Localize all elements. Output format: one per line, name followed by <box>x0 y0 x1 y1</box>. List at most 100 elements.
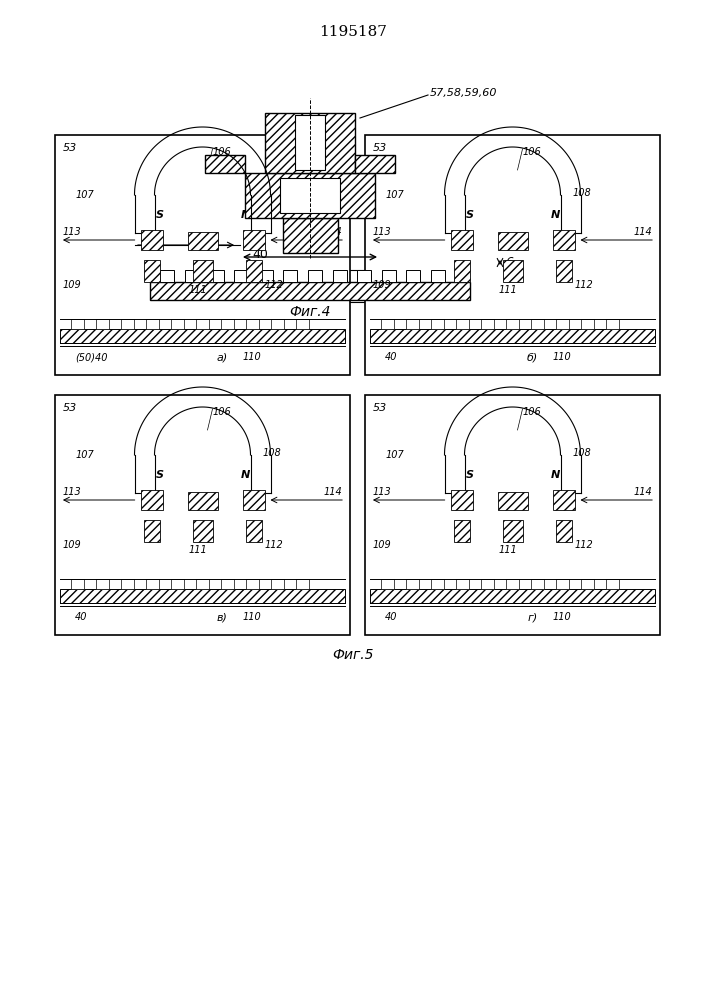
Bar <box>308 270 322 282</box>
Bar <box>221 579 234 589</box>
Bar <box>144 260 160 282</box>
Bar <box>506 319 519 329</box>
Text: 106: 106 <box>522 147 542 157</box>
Bar <box>243 230 264 250</box>
Text: 111: 111 <box>188 285 207 295</box>
Text: 109: 109 <box>373 280 392 290</box>
Bar <box>234 270 248 282</box>
Text: 111: 111 <box>498 285 517 295</box>
Bar <box>332 270 346 282</box>
Text: 6: 6 <box>505 255 513 268</box>
Text: 111: 111 <box>188 545 207 555</box>
Bar <box>187 232 218 250</box>
Text: 108: 108 <box>262 188 281 198</box>
Text: 110: 110 <box>243 352 262 362</box>
Bar <box>150 282 470 300</box>
Text: 112: 112 <box>575 540 593 550</box>
Text: 40: 40 <box>385 352 397 362</box>
Bar <box>431 270 445 282</box>
Bar <box>295 115 325 170</box>
Bar <box>146 579 159 589</box>
Bar <box>259 270 273 282</box>
Bar <box>370 589 655 603</box>
Bar <box>481 579 494 589</box>
Bar <box>453 520 469 542</box>
Bar <box>71 319 84 329</box>
Bar <box>531 319 544 329</box>
Bar <box>185 270 199 282</box>
Bar <box>556 520 571 542</box>
Bar <box>71 579 84 589</box>
Bar <box>498 492 527 510</box>
Bar <box>556 260 571 282</box>
Bar <box>141 490 163 510</box>
Text: 106: 106 <box>213 147 231 157</box>
Bar <box>431 579 444 589</box>
Text: 113: 113 <box>373 487 392 497</box>
Bar <box>531 579 544 589</box>
Text: в): в) <box>217 612 228 622</box>
Bar <box>284 270 298 282</box>
Bar <box>365 135 660 375</box>
Text: S: S <box>465 470 474 480</box>
Bar <box>606 579 619 589</box>
Bar <box>171 319 184 329</box>
Bar <box>355 155 395 173</box>
Bar <box>406 319 419 329</box>
Bar <box>245 520 262 542</box>
Bar <box>146 319 159 329</box>
Bar <box>296 579 309 589</box>
Text: 114: 114 <box>323 487 342 497</box>
Bar <box>503 260 522 282</box>
Bar <box>121 579 134 589</box>
Bar <box>365 395 660 635</box>
Text: N: N <box>551 210 560 220</box>
Bar <box>382 270 396 282</box>
Bar <box>144 520 160 542</box>
Bar <box>192 520 213 542</box>
Bar <box>187 492 218 510</box>
Text: 106: 106 <box>522 407 542 417</box>
Text: 40: 40 <box>75 612 88 622</box>
Bar <box>271 579 284 589</box>
Bar <box>160 270 175 282</box>
Text: 108: 108 <box>573 448 591 458</box>
Bar <box>581 579 594 589</box>
Text: 113: 113 <box>373 227 392 237</box>
Text: 110: 110 <box>243 612 262 622</box>
Text: 110: 110 <box>552 612 571 622</box>
Bar <box>552 230 575 250</box>
Text: 113: 113 <box>63 487 82 497</box>
Bar <box>406 579 419 589</box>
Bar <box>205 155 245 173</box>
Bar <box>246 579 259 589</box>
Text: 1195187: 1195187 <box>319 25 387 39</box>
Bar <box>606 319 619 329</box>
Bar <box>243 490 264 510</box>
Text: 57,58,59,60: 57,58,59,60 <box>430 88 498 98</box>
Bar <box>357 270 371 282</box>
Bar <box>503 520 522 542</box>
Text: 108: 108 <box>573 188 591 198</box>
Bar <box>556 319 569 329</box>
Bar <box>121 319 134 329</box>
Text: б): б) <box>527 352 538 362</box>
Text: 106: 106 <box>213 407 231 417</box>
Text: 113: 113 <box>63 227 82 237</box>
Bar <box>456 579 469 589</box>
Text: 109: 109 <box>63 280 82 290</box>
Bar <box>552 490 575 510</box>
Text: 112: 112 <box>264 280 284 290</box>
Text: 109: 109 <box>373 540 392 550</box>
Text: 114: 114 <box>633 487 652 497</box>
Bar <box>96 579 109 589</box>
Text: г): г) <box>527 612 537 622</box>
Text: 40: 40 <box>252 248 268 261</box>
Text: 114: 114 <box>323 227 342 237</box>
Text: N: N <box>241 470 250 480</box>
Bar <box>60 329 345 343</box>
Bar <box>498 232 527 250</box>
Bar <box>245 260 262 282</box>
Text: 107: 107 <box>385 450 404 460</box>
Text: Фиг.4: Фиг.4 <box>289 305 331 319</box>
